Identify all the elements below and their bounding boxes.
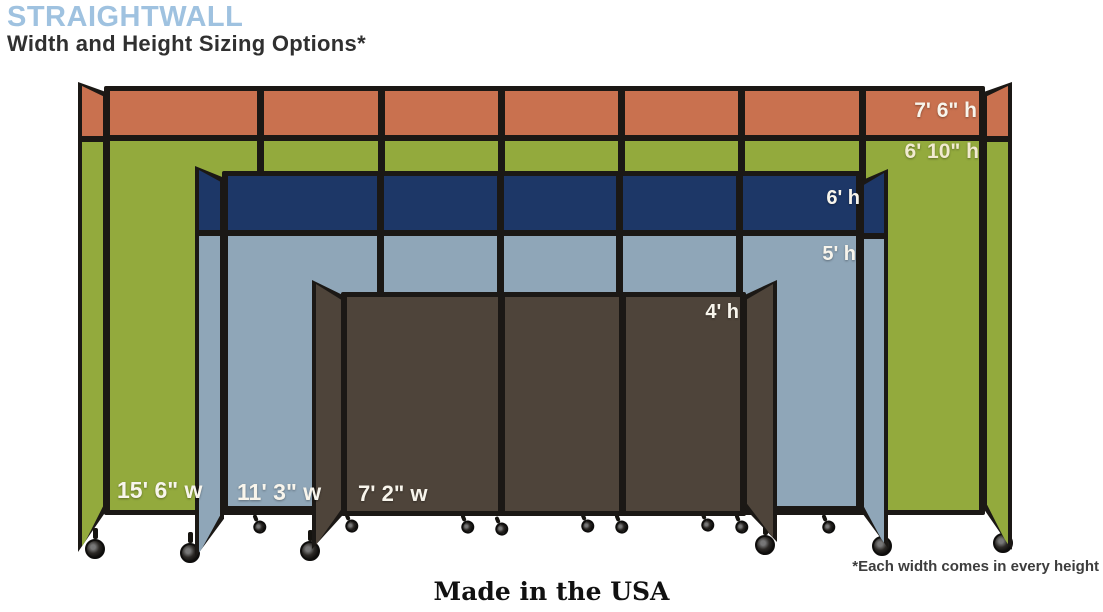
wing-fabric bbox=[747, 284, 773, 538]
height-label-6ft: 6' h bbox=[826, 187, 860, 209]
made-in-usa-text: Made in the USA bbox=[433, 577, 670, 606]
height-label-4ft: 4' h bbox=[705, 301, 739, 323]
wing-fabric bbox=[316, 284, 341, 545]
short-wall-face bbox=[341, 292, 746, 516]
width-label-15ft6: 15' 6" w bbox=[117, 477, 203, 503]
footnote: *Each width comes in every height bbox=[852, 558, 1099, 575]
fabric-panel bbox=[626, 297, 740, 511]
caster-wheel-icon bbox=[297, 530, 323, 561]
wing-fabric bbox=[82, 86, 103, 548]
tall-wall-left-wing bbox=[78, 82, 107, 552]
caster-wheel-icon bbox=[82, 528, 108, 559]
short-wall-right-wing bbox=[743, 280, 777, 542]
short-wall-left-wing bbox=[312, 280, 345, 549]
fabric-panel bbox=[347, 297, 499, 511]
brand-title: STRAIGHTWALL bbox=[7, 1, 244, 33]
caster-wheel-icon bbox=[815, 511, 839, 536]
width-label-7ft2: 7' 2" w bbox=[358, 481, 428, 506]
height-label-5ft: 5' h bbox=[822, 243, 856, 265]
height-label-7ft6: 7' 6" h bbox=[914, 99, 977, 122]
width-label-11ft3: 11' 3" w bbox=[237, 479, 322, 505]
tall-wall-right-wing bbox=[983, 82, 1012, 550]
wing-fabric bbox=[199, 170, 220, 554]
medium-wall-left-wing bbox=[195, 166, 224, 558]
medium-wall-right-wing bbox=[860, 169, 888, 548]
wing-fabric bbox=[864, 173, 884, 544]
caster-wheel-icon bbox=[488, 513, 512, 538]
page-subtitle: Width and Height Sizing Options* bbox=[7, 31, 366, 56]
caster-wheel-icon bbox=[246, 511, 270, 536]
fabric-panel bbox=[505, 297, 620, 511]
wing-fabric bbox=[987, 86, 1008, 546]
height-label-6ft10: 6' 10" h bbox=[904, 140, 979, 163]
